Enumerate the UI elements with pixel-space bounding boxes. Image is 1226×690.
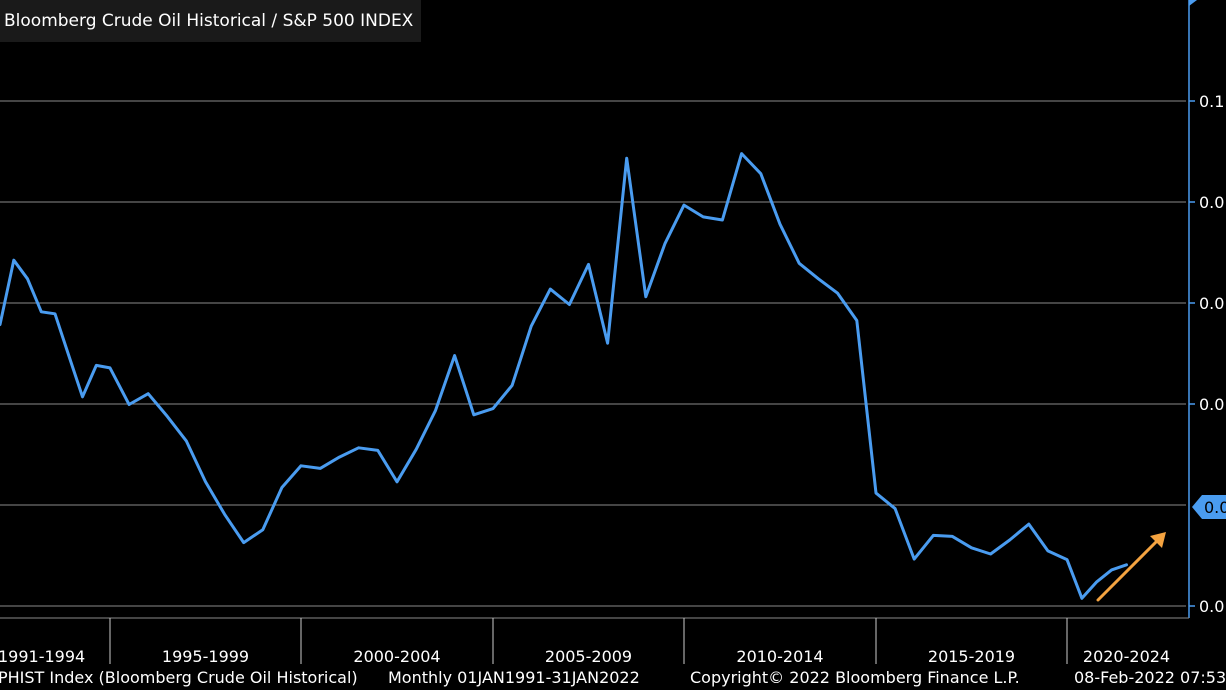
series-layer [0,152,1128,600]
x-tick-label-5: 2010-2014 [736,647,823,666]
footer-series-label: PHIST Index (Bloomberg Crude Oil Histori… [0,668,358,687]
y-tick-label-2: 0.0 [1199,193,1224,212]
x-tick-label-4: 2005-2009 [545,647,632,666]
footer-copyright: Copyright© 2022 Bloomberg Finance L.P. [690,668,1020,687]
series-line [0,152,1128,600]
grid-layer [0,100,1186,607]
footer-timestamp: 08-Feb-2022 07:53 [1074,668,1226,687]
footer-range-label: Monthly 01JAN1991-31JAN2022 [388,668,640,687]
x-tick-label-3: 2000-2004 [353,647,440,666]
y-tick-label-1: 0.1 [1199,92,1224,111]
chart-title: Bloomberg Crude Oil Historical / S&P 500… [0,0,422,42]
annotation-layer [1096,532,1166,602]
x-tick-label-7: 2020-2024 [1083,647,1170,666]
y-tick-label-6: 0.0 [1199,597,1224,616]
last-value-label: 0.0 [1204,498,1226,517]
arrow-head [1150,532,1166,548]
x-tick-label-2: 1995-1999 [162,647,249,666]
x-tick-label-1: 1991-1994 [0,647,85,666]
axis-layer: 0.1 0.0 0.0 0.0 0.0 0.0 1991-1994 1995-1999 2000… [0,0,1226,666]
chart-footer: PHIST Index (Bloomberg Crude Oil Histori… [0,666,1226,690]
x-tick-label-6: 2015-2019 [928,647,1015,666]
y-tick-label-4: 0.0 [1199,395,1224,414]
last-value-badge [1192,495,1226,519]
y-axis-top-marker [1189,0,1197,6]
y-tick-label-3: 0.0 [1199,294,1224,313]
arrow-shaft [1096,534,1164,602]
